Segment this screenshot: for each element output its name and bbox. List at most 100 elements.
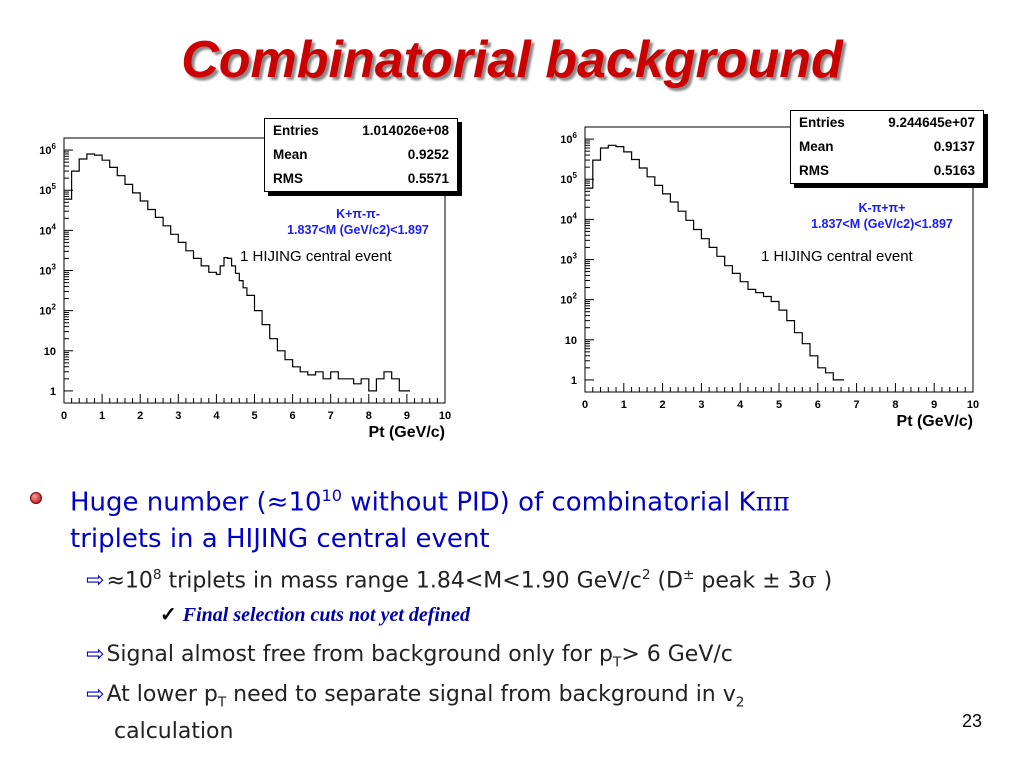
sub-text: calculation: [114, 719, 234, 745]
stats-entries-value: 9.244645e+07: [888, 115, 975, 130]
sigma-symbol: σ: [801, 568, 817, 594]
x-tick-label: 7: [328, 410, 334, 422]
event-note-right: 1 HIJING central event: [761, 248, 913, 265]
stats-entries-row: Entries 9.244645e+07: [791, 111, 983, 135]
decay-channel-left: K+π-π- 1.837<M (GeV/c2)<1.897: [268, 206, 448, 238]
exponent: 8: [152, 567, 162, 583]
x-tick-label: 1: [621, 399, 627, 411]
x-tick-label: 10: [967, 399, 979, 411]
x-axis-label: Pt (GeV/c): [369, 424, 445, 441]
y-tick-exponent: 4: [52, 222, 57, 231]
y-tick-label: 1: [50, 386, 56, 398]
decay-channel-label: K+π-π-: [336, 207, 380, 221]
y-tick-label: 106: [560, 131, 577, 146]
y-tick-exponent: 2: [573, 292, 578, 301]
mass-window-label: 1.837<M (GeV/c2)<1.897: [287, 223, 429, 237]
y-tick-label: 10: [565, 335, 577, 347]
x-tick-label: 8: [892, 399, 898, 411]
check-text: Final selection cuts not yet defined: [182, 604, 470, 626]
x-tick-label: 3: [698, 399, 704, 411]
stats-mean-value: 0.9252: [407, 147, 449, 162]
page-number: 23: [961, 711, 982, 731]
arrow-icon: ⇨: [86, 682, 105, 707]
y-tick-exponent: 3: [573, 252, 578, 261]
exponent: 10: [321, 486, 343, 505]
x-tick-label: 0: [61, 410, 67, 422]
y-tick-label: 1: [571, 375, 577, 387]
y-tick-label: 102: [560, 292, 577, 307]
histogram-line: [586, 144, 845, 381]
bullet-main-text: Huge number (≈10: [70, 487, 322, 518]
sub-text: Signal almost free from background only …: [106, 642, 613, 667]
x-tick-label: 4: [213, 410, 220, 422]
y-tick-label: 10: [44, 346, 56, 358]
stats-entries-label: Entries: [273, 123, 319, 138]
x-axis-label: Pt (GeV/c): [897, 413, 973, 430]
x-tick-label: 9: [404, 410, 410, 422]
arrow-icon: ⇨: [86, 642, 105, 667]
sub-text: At lower p: [106, 682, 218, 707]
bullet-main: Huge number (≈1010 without PID) of combi…: [70, 478, 970, 557]
subscript: T: [613, 654, 622, 671]
sub-text: (D: [650, 568, 684, 594]
x-tick-label: 6: [815, 399, 821, 411]
stats-mean-label: Mean: [799, 139, 834, 154]
x-tick-label: 7: [854, 399, 860, 411]
histogram-line: [65, 153, 410, 392]
stats-rms-label: RMS: [273, 171, 303, 186]
x-tick-label: 8: [366, 410, 372, 422]
x-tick-label: 6: [290, 410, 296, 422]
stats-mean-row: Mean 0.9137: [791, 135, 983, 159]
bullet-check: ✓ Final selection cuts not yet defined: [160, 602, 470, 627]
x-tick-label: 0: [582, 399, 588, 411]
x-tick-label: 10: [439, 410, 451, 422]
stats-rms-value: 0.5163: [933, 163, 975, 178]
y-tick-exponent: 4: [573, 211, 578, 220]
stats-rms-label: RMS: [799, 163, 829, 178]
y-tick-exponent: 3: [52, 263, 57, 272]
checkmark-icon: ✓: [160, 604, 177, 626]
event-note-left: 1 HIJING central event: [240, 248, 392, 265]
mass-window-label: 1.837<M (GeV/c2)<1.897: [811, 217, 953, 231]
x-tick-label: 4: [737, 399, 744, 411]
subscript: 2: [735, 694, 745, 711]
y-tick-exponent: 5: [573, 171, 578, 180]
sub-text: peak ± 3: [694, 568, 802, 594]
x-tick-label: 1: [99, 410, 105, 422]
y-tick-label: 104: [560, 211, 577, 226]
stats-mean-value: 0.9137: [933, 139, 975, 154]
subscript: T: [217, 694, 227, 711]
y-tick-exponent: 6: [52, 142, 57, 151]
y-tick-exponent: 2: [52, 303, 57, 312]
bullet-dot-icon: [30, 492, 42, 504]
stats-entries-value: 1.014026e+08: [362, 123, 449, 138]
y-tick-label: 103: [560, 252, 577, 267]
y-tick-exponent: 6: [573, 131, 578, 140]
sub-text: ≈10: [106, 568, 153, 594]
slide-title: Combinatorial background: [181, 31, 843, 89]
charge-symbol: ±: [683, 567, 695, 583]
exponent: 2: [641, 567, 651, 583]
stats-entries-label: Entries: [799, 115, 845, 130]
x-tick-label: 3: [175, 410, 181, 422]
decay-channel-right: K-π+π+ 1.837<M (GeV/c2)<1.897: [792, 200, 972, 232]
bullet-sub-3: ⇨At lower pT need to separate signal fro…: [86, 680, 744, 747]
stats-box-left: Entries 1.014026e+08 Mean 0.9252 RMS 0.5571: [264, 118, 458, 192]
pion-symbols: ππ: [755, 487, 790, 518]
y-tick-label: 105: [560, 171, 577, 186]
bullet-sub-2: ⇨Signal almost free from background only…: [86, 640, 733, 677]
stats-rms-value: 0.5571: [407, 171, 449, 186]
sub-text: > 6 GeV/c: [621, 642, 733, 667]
x-tick-label: 5: [251, 410, 257, 422]
stats-mean-label: Mean: [273, 147, 308, 162]
bullet-sub-1: ⇨≈108 triplets in mass range 1.84<M<1.90…: [86, 560, 832, 596]
stats-entries-row: Entries 1.014026e+08: [265, 119, 457, 143]
stats-rms-row: RMS 0.5571: [265, 167, 457, 191]
stats-box-right: Entries 9.244645e+07 Mean 0.9137 RMS 0.5163: [790, 110, 984, 184]
x-tick-label: 2: [660, 399, 666, 411]
decay-channel-label: K-π+π+: [858, 201, 906, 215]
x-tick-label: 5: [776, 399, 782, 411]
bullet-main-text: triplets in a HIJING central event: [70, 523, 490, 554]
y-tick-exponent: 5: [52, 182, 57, 191]
